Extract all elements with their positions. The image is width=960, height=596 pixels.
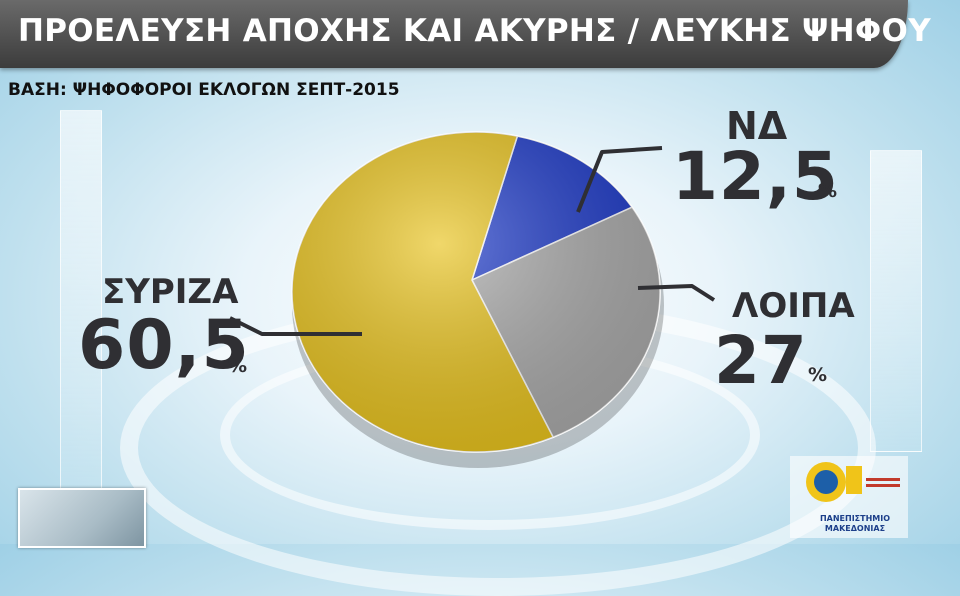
slice-label-loipa: ΛΟΙΠΑ [732,286,855,326]
university-name: ΠΑΝΕΠΙΣΤΗΜΙΟ ΜΑΚΕΔΟΝΙΑΣ [819,514,891,533]
pie-shading [292,132,660,452]
slice-value-syriza: 60,5 [78,306,250,385]
leader-line-nd [576,146,663,213]
channel-logo [18,488,146,548]
leader-line-syriza [229,316,362,336]
slice-percent-syriza: % [228,355,248,377]
slice-value-nd: 12,5 [672,138,839,215]
pie-chart [229,131,716,468]
leader-line-loipa [637,284,716,302]
chart-title: ΠΡΟΕΛΕΥΣΗ ΑΠΟΧΗΣ ΚΑΙ ΑΚΥΡΗΣ / ΛΕΥΚΗΣ ΨΗΦ… [18,13,931,49]
university-emblem-icon [806,462,900,502]
background-panel-right [870,150,922,452]
slice-value-loipa: 27 [714,322,808,399]
chart-subtitle: ΒΑΣΗ: ΨΗΦΟΦΟΡΟΙ ΕΚΛΟΓΩΝ ΣΕΠΤ-2015 [8,80,400,100]
title-bar: ΠΡΟΕΛΕΥΣΗ ΑΠΟΧΗΣ ΚΑΙ ΑΚΥΡΗΣ / ΛΕΥΚΗΣ ΨΗΦ… [0,0,931,68]
university-logo [790,456,908,538]
slice-label-nd: ΝΔ [726,104,788,148]
background-panel-left [60,110,102,512]
slice-percent-nd: % [818,180,838,202]
slice-label-syriza: ΣΥΡΙΖΑ [102,272,239,312]
slice-percent-loipa: % [808,364,828,386]
